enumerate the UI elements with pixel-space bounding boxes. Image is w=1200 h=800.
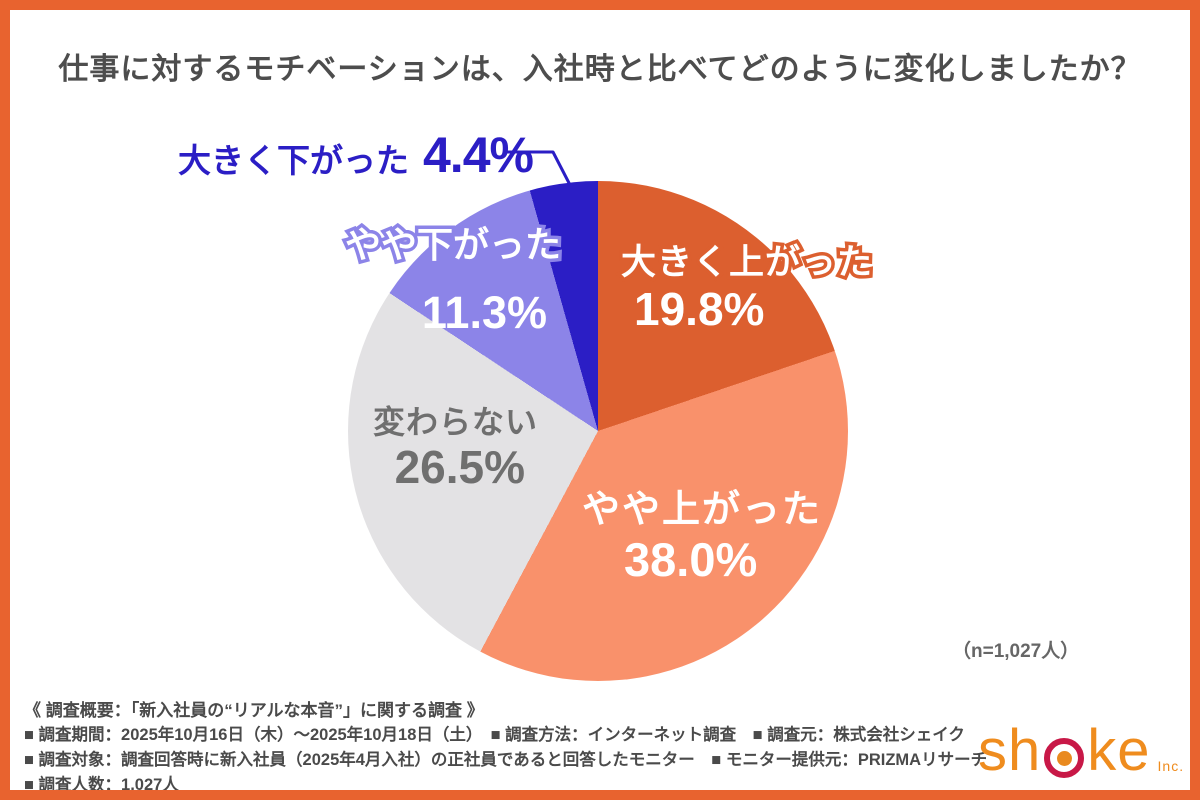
- callout-down-big: 大きく下がった 4.4%: [178, 126, 534, 184]
- slice-value-no-change: 26.5%: [394, 440, 525, 493]
- slice-name-up-big: 大きく上がった: [617, 239, 875, 285]
- slice-name-up-some: やや上がった: [582, 489, 823, 531]
- logo-a-ring-icon: [1044, 738, 1085, 778]
- survey-period-method-source: ■ 調査期間：2025年10月16日（木）～2025年10月18日（土） ■ 調…: [24, 726, 965, 744]
- slice-value-up-big: 19.8%: [634, 283, 765, 336]
- slice-name-down-some: やや下がった: [341, 220, 564, 268]
- survey-target-provider: ■ 調査対象：調査回答時に新入社員（2025年4月入社）の正社員であると回答した…: [24, 751, 988, 769]
- slice-label-up-some: やや上がった 38.0%: [582, 489, 822, 587]
- slice-label-no-change: 変わらない 26.5%: [373, 404, 539, 494]
- slice-label-down-big: 大きく下がった: [178, 142, 409, 179]
- slice-value-down-some: 11.3%: [421, 287, 547, 339]
- slice-value-down-big: 4.4%: [423, 127, 534, 183]
- slice-label-down-some: やや下がった 11.3%: [341, 220, 564, 339]
- survey-overview-heading: 《 調査概要：「新入社員の“リアルな本音”」に関する調査 》: [24, 701, 484, 720]
- slice-value-up-some: 38.0%: [624, 532, 758, 586]
- survey-count: ■ 調査人数：1,027人: [24, 776, 179, 794]
- survey-overview: 《 調査概要：「新入社員の“リアルな本音”」に関する調査 》 ■ 調査期間：20…: [24, 698, 987, 798]
- logo-inc-suffix: Inc.: [1157, 758, 1185, 774]
- slice-label-up-big: 大きく上がった 19.8%: [617, 239, 875, 336]
- logo-text-sh: sh: [978, 718, 1042, 783]
- chart-title: 仕事に対するモチベーションは、入社時と比べてどのように変化しましたか？: [58, 53, 1142, 86]
- shake-logo: sh ke Inc.: [978, 722, 1184, 780]
- pie-chart: [348, 181, 848, 681]
- sample-size-label: （n=1,027人）: [952, 641, 1080, 662]
- slice-name-no-change: 変わらない: [373, 404, 539, 440]
- logo-text-ke: ke: [1087, 718, 1151, 783]
- logo-a-dot-icon: [1056, 750, 1072, 766]
